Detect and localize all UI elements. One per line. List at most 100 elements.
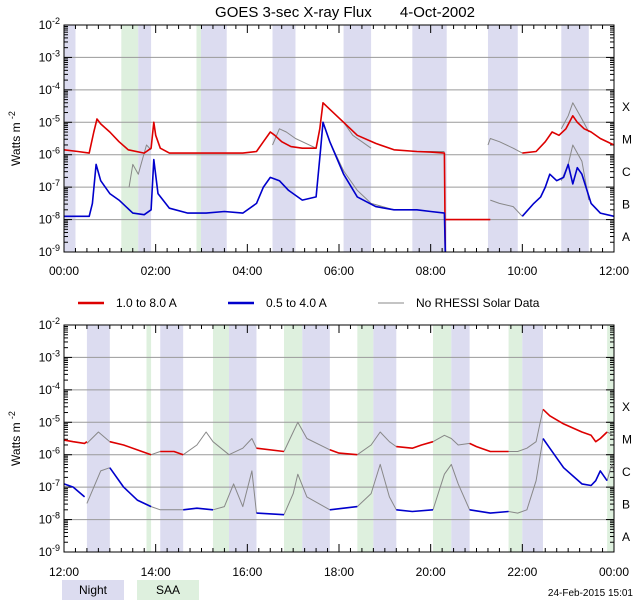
- night-band: [272, 25, 296, 252]
- night-band: [201, 25, 227, 252]
- series-line-no-rhessi-solar-data: [329, 141, 395, 211]
- series-line-no-rhessi-solar-data: [343, 122, 372, 149]
- flare-class-label: A: [622, 530, 630, 544]
- series-line-no-rhessi-solar-data: [606, 431, 615, 436]
- y-axis-label: Watts m -2: [7, 111, 23, 166]
- y-tick-label: 10-7: [39, 478, 60, 494]
- night-band: [561, 25, 589, 252]
- series-line-0-5-to-4-0-a: [64, 121, 447, 253]
- saa-band: [121, 25, 139, 252]
- y-tick-label: 10-3: [39, 48, 60, 64]
- x-tick-label: 16:00: [232, 565, 262, 579]
- series-line-no-rhessi-solar-data: [86, 431, 111, 444]
- series-line-no-rhessi-solar-data: [432, 434, 470, 446]
- chart-date: 4-Oct-2002: [400, 4, 475, 21]
- flare-class-label: A: [622, 230, 630, 244]
- series-line-no-rhessi-solar-data: [357, 431, 397, 456]
- flare-class-label: M: [622, 433, 632, 447]
- plot-frame: [63, 24, 615, 253]
- x-tick-label: 06:00: [324, 264, 354, 278]
- series-line-no-rhessi-solar-data: [560, 102, 590, 133]
- x-tick-label: 20:00: [416, 565, 446, 579]
- series-line-1-0-to-8-0-a: [63, 439, 88, 445]
- x-tick-label: 08:00: [416, 264, 446, 278]
- x-tick-label: 00:00: [49, 264, 79, 278]
- y-tick-label: 10-5: [39, 113, 60, 129]
- y-axis-label: Watts m -2: [7, 411, 23, 466]
- night-saa-legend: Night SAA: [62, 580, 199, 600]
- series-line-no-rhessi-solar-data: [432, 463, 471, 511]
- night-band: [86, 325, 110, 552]
- series-line-0-5-to-4-0-a: [469, 509, 509, 514]
- saa-band: [508, 325, 523, 552]
- series-line-no-rhessi-solar-data: [606, 463, 615, 481]
- x-tick-label: 02:00: [141, 264, 171, 278]
- night-band: [451, 325, 470, 552]
- series-line-0-5-to-4-0-a: [542, 438, 608, 487]
- x-tick-label: 04:00: [232, 264, 262, 278]
- y-tick-label: 10-6: [39, 446, 60, 462]
- series-line-no-rhessi-solar-data: [182, 431, 257, 456]
- band-legend-swatch: [62, 580, 124, 600]
- y-tick-label: 10-5: [39, 413, 60, 429]
- flare-class-label: M: [622, 133, 632, 147]
- series-line-no-rhessi-solar-data: [508, 409, 544, 452]
- series-line-no-rhessi-solar-data: [150, 506, 184, 511]
- night-band: [138, 25, 152, 252]
- series-line-no-rhessi-solar-data: [356, 463, 397, 511]
- series-line-no-rhessi-solar-data: [86, 467, 110, 504]
- y-tick-label: 10-4: [39, 81, 60, 97]
- x-tick-label: 22:00: [507, 565, 537, 579]
- y-tick-label: 10-8: [39, 211, 60, 227]
- series-line-0-5-to-4-0-a: [521, 163, 615, 218]
- upper-panel: 10-2 10-3 10-4 10-5 10-6 10-7 10-8 10-9 X M C B A Wat…: [7, 16, 632, 278]
- footer-timestamp: 24-Feb-2015 15:01: [548, 588, 634, 599]
- y-tick-label: 10-9: [39, 543, 60, 559]
- series-line-1-0-to-8-0-a: [63, 102, 447, 253]
- series-line-0-5-to-4-0-a: [329, 505, 358, 511]
- series-line-no-rhessi-solar-data: [128, 144, 152, 188]
- saa-band: [212, 325, 229, 552]
- series-line-1-0-to-8-0-a: [522, 115, 615, 154]
- series-line-1-0-to-8-0-a: [109, 440, 152, 456]
- series-line-1-0-to-8-0-a: [256, 447, 285, 453]
- y-tick-label: 10-8: [39, 511, 60, 527]
- series-line-no-rhessi-solar-data: [508, 438, 544, 514]
- series-line-1-0-to-8-0-a: [329, 449, 358, 456]
- y-tick-label: 10-6: [39, 146, 60, 162]
- band-legend-swatch: [137, 580, 199, 600]
- night-band: [412, 25, 447, 252]
- series-line-1-0-to-8-0-a: [160, 450, 184, 456]
- night-band: [373, 325, 397, 552]
- y-tick-label: 10-3: [39, 348, 60, 364]
- lower-panel: 10-2 10-3 10-4 10-5 10-6 10-7 10-8 10-9 X M C B A Wat…: [7, 316, 632, 579]
- y-tick-label: 10-2: [39, 316, 60, 332]
- series-line-no-rhessi-solar-data: [283, 473, 331, 515]
- night-band: [64, 25, 76, 252]
- series-line-no-rhessi-solar-data: [283, 421, 331, 452]
- night-band: [522, 325, 543, 552]
- chart-title: GOES 3-sec X-ray Flux 4-Oct-2002: [215, 4, 475, 21]
- x-tick-label: 12:00: [599, 264, 629, 278]
- series-line-0-5-to-4-0-a: [256, 512, 285, 516]
- flare-class-label: X: [622, 100, 630, 114]
- series-line-1-0-to-8-0-a: [542, 408, 608, 443]
- chart-title-text: GOES 3-sec X-ray Flux: [215, 4, 372, 21]
- x-tick-label: 00:00: [599, 565, 629, 579]
- y-tick-label: 10-4: [39, 381, 60, 397]
- saa-band: [432, 325, 452, 552]
- series-line-no-rhessi-solar-data: [487, 138, 523, 154]
- night-band: [487, 25, 518, 252]
- saa-band: [607, 325, 614, 552]
- series-line-no-rhessi-solar-data: [490, 199, 523, 217]
- flare-class-label: X: [622, 400, 630, 414]
- flare-class-label: B: [622, 197, 630, 211]
- series-line-0-5-to-4-0-a: [396, 509, 434, 513]
- y-tick-label: 10-7: [39, 178, 60, 194]
- x-tick-label: 10:00: [507, 264, 537, 278]
- series-line-0-5-to-4-0-a: [63, 483, 86, 498]
- series-line-1-0-to-8-0-a: [469, 442, 509, 453]
- x-tick-label: 12:00: [49, 565, 79, 579]
- saa-band: [284, 325, 303, 552]
